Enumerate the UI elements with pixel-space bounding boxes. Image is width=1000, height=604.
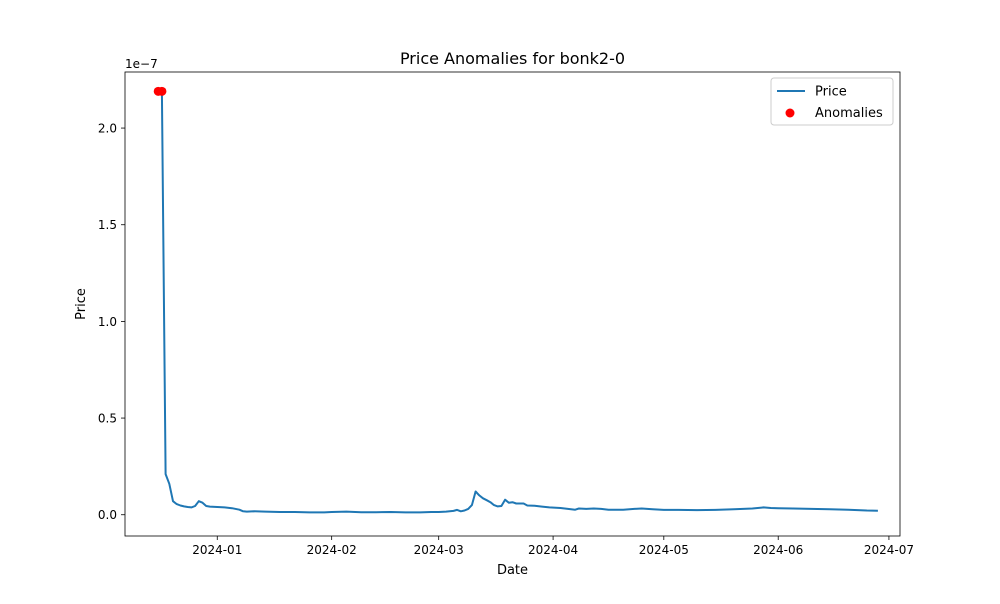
y-tick-label: 0.5 bbox=[98, 412, 117, 426]
x-tick-label: 2024-02 bbox=[307, 543, 357, 557]
price-line bbox=[158, 90, 878, 514]
x-tick-label: 2024-01 bbox=[192, 543, 242, 557]
x-tick-label: 2024-07 bbox=[864, 543, 914, 557]
legend-anomalies-swatch bbox=[785, 108, 795, 118]
y-tick-label: 1.5 bbox=[98, 218, 117, 232]
plot-area bbox=[124, 71, 901, 537]
x-axis: 2024-01 2024-02 2024-03 2024-04 2024-05 2024-… bbox=[192, 536, 914, 557]
legend-box bbox=[770, 77, 894, 126]
series-layer bbox=[153, 86, 878, 514]
y-axis-label: Price bbox=[74, 288, 89, 320]
chart-title: Price Anomalies for bonk2-0 bbox=[400, 49, 625, 68]
legend-anomalies-label: Anomalies bbox=[815, 106, 883, 121]
x-tick-label: 2024-06 bbox=[753, 543, 803, 557]
anomaly-point bbox=[157, 86, 167, 96]
y-axis: 0.0 0.5 1.0 1.5 2.0 bbox=[98, 122, 125, 522]
y-tick-label: 2.0 bbox=[98, 122, 117, 136]
plot-frame bbox=[124, 71, 901, 537]
y-tick-label: 1.0 bbox=[98, 315, 117, 329]
x-tick-label: 2024-04 bbox=[528, 543, 578, 557]
legend: Price Anomalies bbox=[770, 77, 894, 126]
x-axis-label: Date bbox=[497, 563, 528, 578]
x-tick-label: 2024-03 bbox=[414, 543, 464, 557]
y-scale-label: 1e−7 bbox=[125, 57, 158, 71]
legend-price-label: Price bbox=[815, 85, 847, 100]
y-tick-label: 0.0 bbox=[98, 508, 117, 522]
x-tick-label: 2024-05 bbox=[639, 543, 689, 557]
